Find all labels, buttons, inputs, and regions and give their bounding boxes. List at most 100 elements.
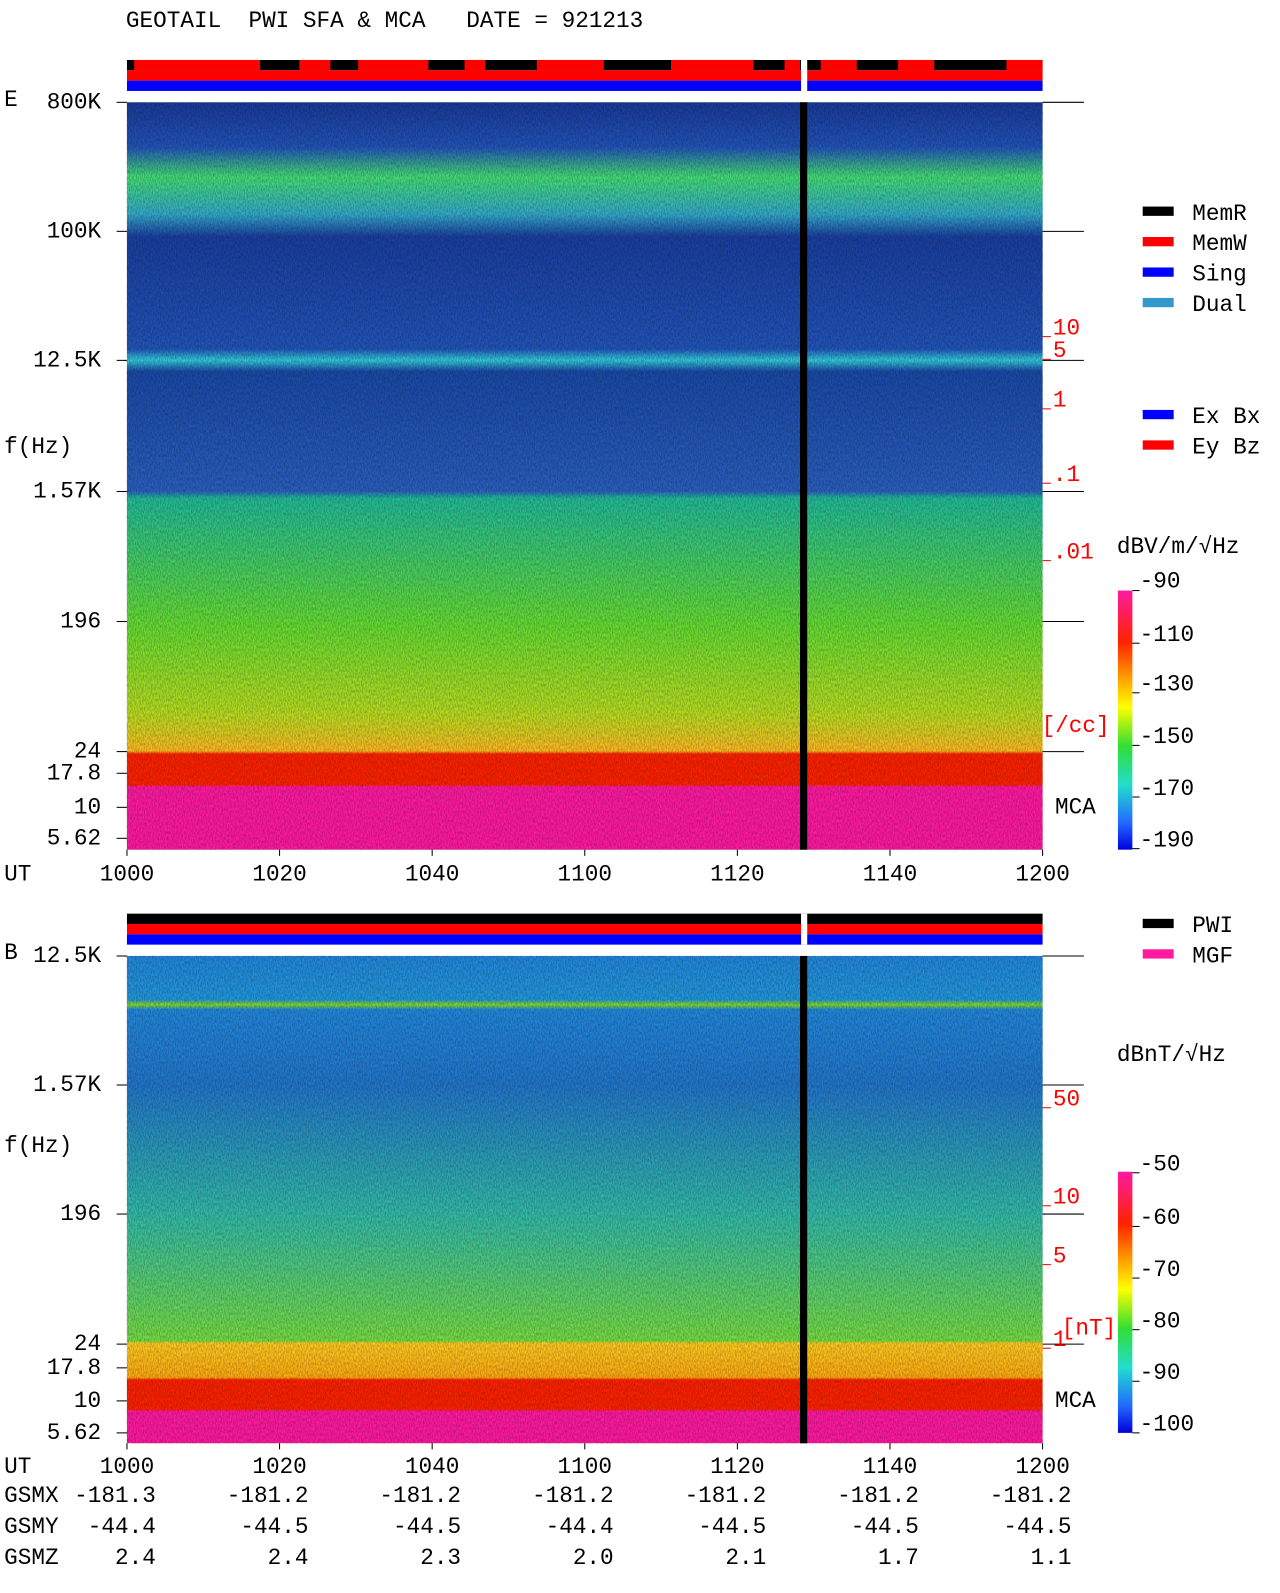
orbit-label: GSMX <box>4 1483 59 1509</box>
mca-label: MCA <box>1055 794 1096 820</box>
colorbar-tick-label: -170 <box>1140 776 1194 802</box>
freq-tick-label: 10 <box>74 794 101 820</box>
density-tick-label: .01 <box>1053 539 1094 565</box>
colorbar-unit: dBnT/√Hz <box>1117 1042 1226 1068</box>
figure: GEOTAIL PWI SFA & MCA DATE = 921213 Ef(Hz… <box>4 8 1260 1571</box>
orbit-value: 2.1 <box>725 1545 766 1571</box>
freq-tick-label: 5.62 <box>47 825 101 851</box>
time-tick-label: 1120 <box>710 1454 764 1480</box>
freq-tick-label: 12.5K <box>33 943 101 969</box>
orbit-value: -44.5 <box>393 1514 461 1540</box>
status-segment <box>1006 59 1043 71</box>
orbit-value: 2.4 <box>115 1545 156 1571</box>
status-segment <box>670 59 754 71</box>
spectrogram-texture <box>126 955 1043 1444</box>
freq-tick-label: 196 <box>60 1201 101 1227</box>
legend-swatch <box>1142 206 1174 216</box>
density-tick-label: 1 <box>1053 1327 1067 1353</box>
data-gap <box>800 955 808 1444</box>
freq-tick-label: 10 <box>74 1388 101 1414</box>
time-tick-label: 1200 <box>1015 861 1069 887</box>
time-tick-label: 1040 <box>405 861 459 887</box>
time-tick-label: 1100 <box>558 861 612 887</box>
legend-label: Sing <box>1192 262 1246 288</box>
freq-tick-label: 5.62 <box>47 1420 101 1446</box>
freq-tick-label: 17.8 <box>47 760 101 786</box>
colorbar-tick-label: -50 <box>1140 1152 1181 1178</box>
colorbar-tick-label: -190 <box>1140 827 1194 853</box>
legend-swatch <box>1142 918 1174 929</box>
legend-swatch <box>1142 267 1174 277</box>
legend-label: Ex Bx <box>1192 404 1260 430</box>
density-tick-label: 1 <box>1053 388 1067 414</box>
orbit-value: -181.2 <box>532 1483 614 1509</box>
time-axis-label: UT <box>4 1454 31 1480</box>
orbit-value: -44.5 <box>698 1514 766 1540</box>
legend-swatch <box>1142 237 1174 247</box>
density-unit: [nT] <box>1062 1316 1116 1342</box>
orbit-value: 1.1 <box>1031 1545 1072 1571</box>
orbit-value: -181.2 <box>685 1483 767 1509</box>
legend-swatch <box>1142 409 1174 420</box>
time-tick-label: 1000 <box>100 861 154 887</box>
time-tick-label: 1140 <box>863 861 917 887</box>
freq-tick-label: 24 <box>74 739 101 765</box>
orbit-value: -181.3 <box>74 1483 156 1509</box>
status-segment <box>898 59 935 71</box>
freq-tick-label: 1.57K <box>33 478 101 504</box>
density-tick-label: .1 <box>1053 462 1080 488</box>
orbit-label: GSMZ <box>4 1545 58 1571</box>
legend-swatch <box>1142 440 1174 450</box>
time-tick-label: 1040 <box>405 1454 459 1480</box>
orbit-value: -44.5 <box>240 1514 308 1540</box>
data-gap <box>800 102 808 850</box>
status-marker <box>801 913 808 945</box>
panel-name: B <box>4 940 18 966</box>
mca-label: MCA <box>1055 1388 1096 1414</box>
spectrogram-texture <box>126 102 1043 850</box>
legend-label: MemR <box>1192 201 1247 227</box>
status-bar <box>126 913 1043 924</box>
freq-tick-label: 24 <box>74 1331 101 1357</box>
status-segment <box>134 59 261 71</box>
legend-swatch <box>1142 297 1174 308</box>
orbit-value: -181.2 <box>990 1483 1072 1509</box>
status-segment <box>536 59 604 71</box>
time-tick-label: 1200 <box>1015 1454 1069 1480</box>
colorbar-tick-label: -110 <box>1140 622 1194 648</box>
time-tick-label: 1020 <box>252 861 306 887</box>
time-axis-label: UT <box>4 861 31 887</box>
panel-name: E <box>4 87 18 113</box>
density-tick-label: 10 <box>1053 1185 1080 1211</box>
orbit-value: -181.2 <box>837 1483 919 1509</box>
time-tick-label: 1020 <box>252 1454 306 1480</box>
orbit-value: 2.4 <box>268 1545 309 1571</box>
orbit-value: -44.4 <box>546 1514 614 1540</box>
colorbar-tick-label: -90 <box>1140 568 1181 594</box>
status-bar <box>126 923 1043 935</box>
status-bar <box>126 934 1043 945</box>
colorbar-unit: dBV/m/√Hz <box>1117 534 1240 560</box>
status-segment <box>464 59 486 71</box>
status-segment <box>299 59 331 71</box>
colorbar-tick-label: -60 <box>1140 1205 1181 1231</box>
colorbar-tick-label: -90 <box>1140 1360 1181 1386</box>
status-marker <box>801 59 808 91</box>
legend-label: MemW <box>1192 231 1247 257</box>
density-tick-label: 50 <box>1053 1086 1080 1112</box>
legend-label: Dual <box>1192 292 1246 318</box>
freq-tick-label: 1.57K <box>33 1072 101 1098</box>
orbit-value: 2.0 <box>573 1545 614 1571</box>
orbit-value: -44.5 <box>851 1514 919 1540</box>
orbit-label: GSMY <box>4 1514 59 1540</box>
orbit-value: -44.5 <box>1003 1514 1071 1540</box>
time-tick-label: 1120 <box>710 861 764 887</box>
colorbar <box>1117 590 1133 850</box>
colorbar-tick-label: -70 <box>1140 1257 1181 1283</box>
status-segment <box>820 59 857 71</box>
orbit-value: -44.4 <box>88 1514 156 1540</box>
colorbar-tick-label: -80 <box>1140 1308 1181 1334</box>
colorbar-tick-label: -100 <box>1140 1412 1194 1438</box>
freq-tick-label: 12.5K <box>33 347 101 373</box>
